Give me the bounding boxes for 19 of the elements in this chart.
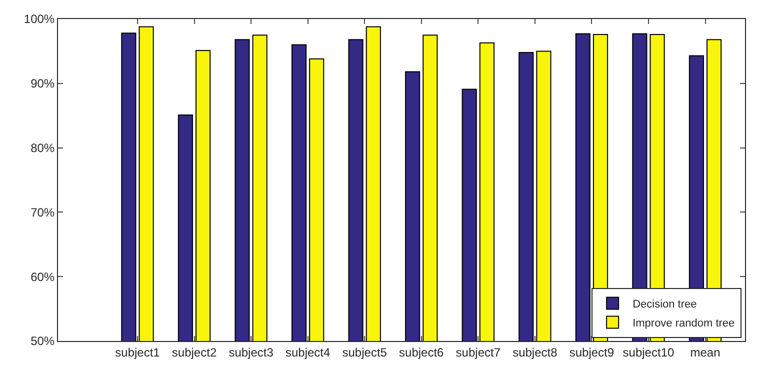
y-tick-label: 70%	[30, 205, 55, 220]
y-tick-label: 100%	[24, 12, 55, 26]
x-tick-label: mean	[690, 345, 720, 360]
y-tick-label: 90%	[30, 76, 55, 91]
x-tick-label: subject7	[456, 345, 501, 360]
legend-label: Decision tree	[632, 298, 697, 311]
legend-label: Improve random tree	[632, 318, 735, 330]
y-tick-label: 50%	[30, 334, 55, 348]
x-tick-label: subject3	[228, 345, 274, 360]
x-tick-label: subject10	[622, 345, 674, 360]
x-tick-label: subject1	[115, 345, 160, 360]
x-tick-label: subject8	[512, 345, 558, 360]
x-tick-label: subject4	[285, 345, 330, 360]
x-tick-label: subject6	[399, 345, 444, 360]
x-tick-label: subject9	[569, 345, 614, 360]
x-tick-label: subject2	[172, 345, 217, 360]
y-tick-label: 80%	[30, 141, 55, 155]
x-tick-label: subject5	[342, 345, 388, 360]
y-tick-label: 60%	[30, 270, 55, 284]
